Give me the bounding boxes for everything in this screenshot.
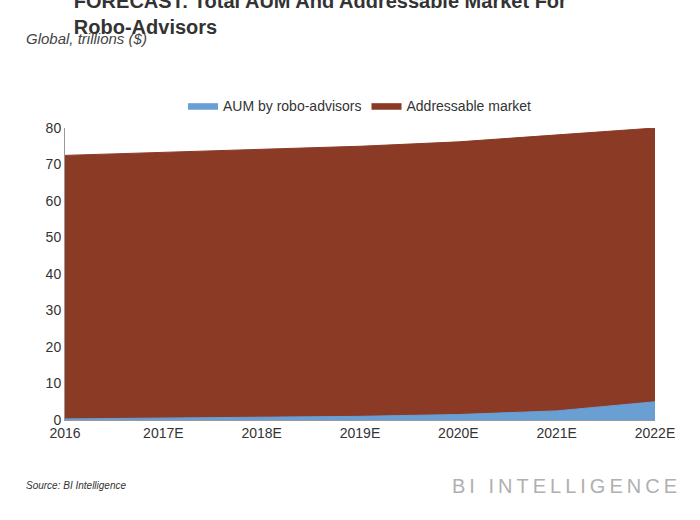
svg-text:Source: BI Intelligence: Source: BI Intelligence: [26, 480, 126, 491]
svg-text:0: 0: [53, 412, 61, 428]
svg-text:2019E: 2019E: [340, 425, 380, 441]
svg-text:10: 10: [46, 375, 62, 391]
svg-text:Addressable market: Addressable market: [407, 98, 532, 114]
svg-text:80: 80: [46, 120, 62, 136]
svg-text:70: 70: [46, 156, 62, 172]
svg-text:50: 50: [46, 229, 62, 245]
svg-text:2017E: 2017E: [143, 425, 183, 441]
svg-text:FORECAST: Total AUM And Addres: FORECAST: Total AUM And Addressable Mark…: [74, 0, 567, 38]
svg-text:2021E: 2021E: [536, 425, 576, 441]
svg-text:2020E: 2020E: [438, 425, 478, 441]
svg-text:2016: 2016: [49, 425, 80, 441]
svg-text:Global, trillions ($): Global, trillions ($): [26, 30, 147, 47]
svg-text:30: 30: [46, 302, 62, 318]
svg-text:2022E: 2022E: [635, 425, 675, 441]
svg-text:20: 20: [46, 339, 62, 355]
svg-text:2018E: 2018E: [241, 425, 281, 441]
svg-text:40: 40: [46, 266, 62, 282]
svg-text:60: 60: [46, 193, 62, 209]
svg-text:AUM by robo-advisors: AUM by robo-advisors: [223, 98, 362, 114]
svg-text:B I I N T E L L I G E N C E: B I I N T E L L I G E N C E: [452, 475, 677, 497]
